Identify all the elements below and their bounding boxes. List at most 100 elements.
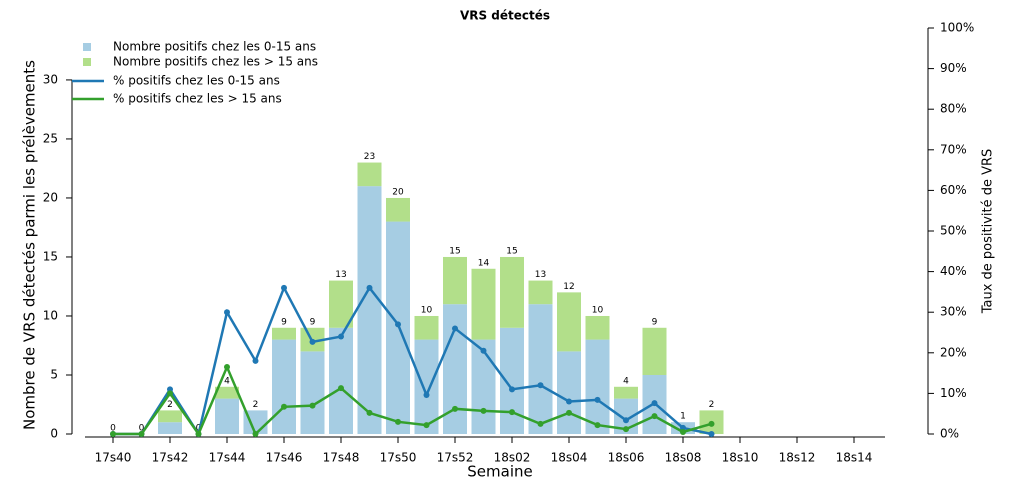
bar bbox=[471, 268, 496, 340]
data-label: 14 bbox=[478, 258, 490, 268]
data-label: 13 bbox=[335, 270, 346, 280]
point bbox=[509, 386, 515, 393]
data-label: 9 bbox=[652, 317, 658, 327]
legend-swatch bbox=[83, 58, 91, 66]
point bbox=[281, 403, 287, 410]
data-label: 15 bbox=[449, 246, 460, 256]
bar bbox=[471, 339, 496, 434]
data-label: 10 bbox=[421, 305, 433, 315]
legend-label: % positifs chez les 0-15 ans bbox=[113, 74, 280, 88]
y-tick-label: 30 bbox=[43, 72, 58, 86]
point bbox=[395, 321, 401, 328]
y2-tick-label: 0% bbox=[940, 427, 959, 441]
y-tick-label: 20 bbox=[43, 190, 58, 204]
bar bbox=[272, 339, 296, 434]
point bbox=[537, 382, 544, 389]
x-tick-label: 17s50 bbox=[380, 451, 417, 465]
x-tick-label: 17s40 bbox=[95, 451, 132, 465]
y2-axis-label: Taux de positivité de VRS bbox=[981, 149, 996, 315]
x-tick-label: 18s06 bbox=[608, 451, 645, 465]
y2-tick-label: 80% bbox=[940, 102, 967, 116]
point bbox=[566, 398, 572, 405]
bar bbox=[642, 327, 667, 375]
bar bbox=[329, 327, 353, 434]
point bbox=[651, 413, 658, 420]
y2-tick-label: 10% bbox=[940, 386, 967, 400]
bar bbox=[528, 304, 553, 434]
point bbox=[338, 333, 344, 340]
point bbox=[708, 431, 715, 437]
bar bbox=[386, 221, 410, 434]
bar bbox=[158, 422, 182, 434]
x-tick-label: 18s04 bbox=[551, 451, 588, 465]
bar bbox=[414, 315, 439, 340]
data-label: 4 bbox=[623, 376, 629, 386]
x-tick-label: 18s12 bbox=[779, 451, 816, 465]
x-tick-label: 18s14 bbox=[836, 451, 873, 465]
data-label: 0 bbox=[139, 424, 145, 434]
line bbox=[113, 363, 712, 437]
x-tick-label: 17s48 bbox=[323, 451, 360, 465]
bar bbox=[557, 351, 581, 434]
bar bbox=[557, 292, 581, 352]
bar bbox=[500, 256, 524, 328]
point bbox=[537, 420, 544, 427]
bar bbox=[357, 162, 382, 187]
data-label: 12 bbox=[563, 282, 574, 292]
point bbox=[594, 422, 601, 429]
point bbox=[281, 284, 287, 291]
data-label: 20 bbox=[392, 187, 404, 197]
point bbox=[452, 405, 458, 412]
y2-tick-label: 60% bbox=[940, 183, 967, 197]
point bbox=[452, 325, 458, 332]
bar bbox=[215, 398, 239, 434]
bar bbox=[443, 256, 467, 305]
legend-label: Nombre positifs chez les 0-15 ans bbox=[113, 40, 316, 54]
legend-swatch bbox=[83, 43, 91, 51]
y2-tick-label: 100% bbox=[940, 21, 974, 35]
point bbox=[395, 418, 401, 425]
point bbox=[224, 364, 230, 371]
point bbox=[366, 284, 373, 291]
point bbox=[366, 409, 373, 416]
bar bbox=[528, 280, 553, 305]
y2-tick-label: 50% bbox=[940, 224, 967, 238]
data-label: 10 bbox=[592, 305, 604, 315]
data-label: 2 bbox=[709, 400, 715, 410]
y-tick-label: 15 bbox=[43, 249, 58, 263]
bar bbox=[414, 339, 439, 434]
legend-label: % positifs chez les > 15 ans bbox=[113, 92, 282, 106]
y2-tick-label: 20% bbox=[940, 345, 967, 359]
data-label: 13 bbox=[535, 270, 546, 280]
y-tick-label: 25 bbox=[43, 131, 58, 145]
point bbox=[594, 396, 601, 403]
bar bbox=[585, 339, 610, 434]
point bbox=[423, 422, 430, 429]
y-tick-label: 0 bbox=[50, 427, 58, 441]
bar bbox=[158, 410, 182, 423]
x-axis-label: Semaine bbox=[467, 463, 532, 481]
y-tick-label: 5 bbox=[50, 367, 58, 381]
bar bbox=[300, 351, 325, 434]
chart-title: VRS détectés bbox=[460, 9, 550, 23]
point bbox=[195, 431, 202, 437]
y2-tick-label: 40% bbox=[940, 264, 967, 278]
point bbox=[252, 357, 259, 364]
point bbox=[224, 309, 230, 316]
point bbox=[566, 409, 572, 416]
point bbox=[708, 420, 715, 427]
y-axis-label: Nombre de VRS détectés parmi les prélève… bbox=[21, 60, 39, 430]
x-tick-label: 17s52 bbox=[437, 451, 474, 465]
bar bbox=[614, 386, 638, 399]
bar bbox=[215, 386, 239, 399]
point bbox=[480, 407, 487, 414]
point bbox=[252, 431, 259, 437]
x-tick-label: 18s10 bbox=[722, 451, 759, 465]
x-tick-label: 18s02 bbox=[494, 451, 531, 465]
data-label: 15 bbox=[506, 246, 517, 256]
x-tick-label: 17s42 bbox=[152, 451, 189, 465]
data-label: 9 bbox=[310, 317, 316, 327]
line bbox=[113, 284, 712, 438]
point bbox=[680, 428, 686, 435]
